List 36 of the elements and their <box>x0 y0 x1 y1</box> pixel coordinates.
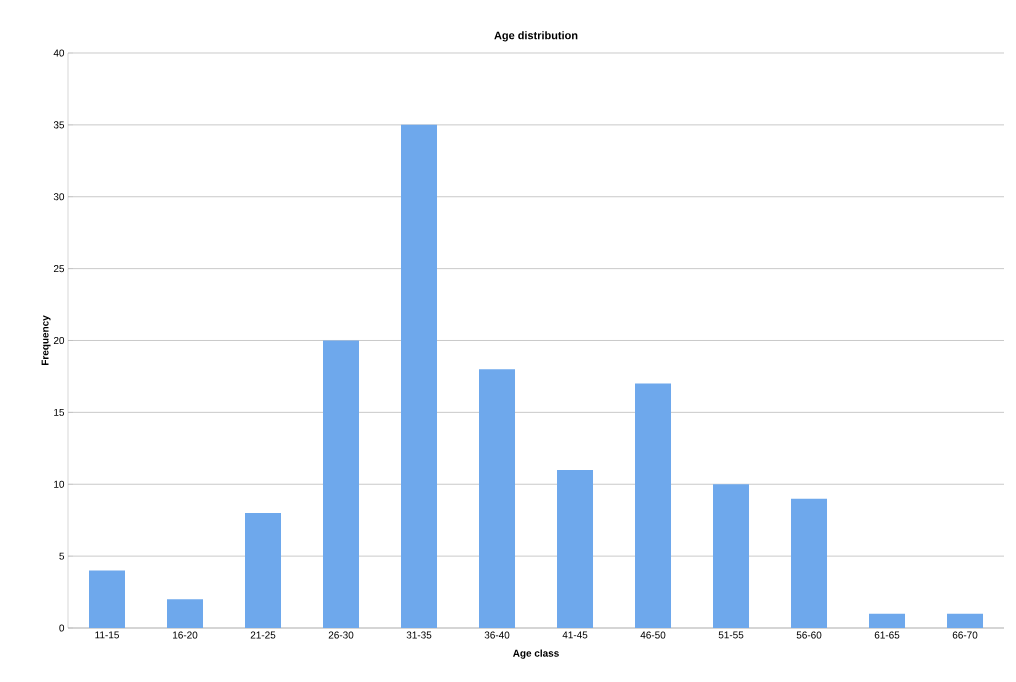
y-tick-label: 15 <box>54 408 65 416</box>
y-tick-label: 20 <box>53 336 65 345</box>
bar <box>245 513 281 628</box>
bar <box>479 369 516 628</box>
x-tick-label: 31-35 <box>406 631 432 639</box>
bar <box>323 340 359 628</box>
bar <box>869 613 906 628</box>
y-tick-label: 10 <box>54 480 65 488</box>
y-tick-label: 0 <box>59 624 65 632</box>
bar <box>791 498 828 628</box>
x-tick-label: 61-65 <box>874 631 900 639</box>
x-tick-label: 36-40 <box>484 631 510 639</box>
y-tick-label: 40 <box>53 49 65 57</box>
x-tick-label: 56-60 <box>796 631 822 639</box>
bar <box>635 383 672 628</box>
x-axis-title: Age class <box>513 649 559 659</box>
x-tick-label: 26-30 <box>328 631 354 639</box>
bar <box>557 469 594 628</box>
y-tick-label: 25 <box>53 265 65 273</box>
bar <box>167 599 203 628</box>
x-tick-label: 21-25 <box>250 631 276 639</box>
bar <box>89 570 125 628</box>
y-tick-label: 35 <box>53 121 65 129</box>
x-tick-label: 41-45 <box>562 631 588 639</box>
y-tick-label: 30 <box>53 193 65 201</box>
bar <box>947 613 984 628</box>
bar <box>401 124 437 628</box>
x-tick-label: 46-50 <box>640 631 666 639</box>
x-tick-label: 51-55 <box>718 631 744 639</box>
x-tick-label: 16-20 <box>173 631 198 639</box>
bar <box>713 484 750 628</box>
y-axis-title: Frequency <box>41 315 51 366</box>
x-tick-label: 11-15 <box>95 631 119 639</box>
y-tick-label: 5 <box>59 552 65 560</box>
x-tick-label: 66-70 <box>952 631 978 639</box>
chart-title: Age distribution <box>494 31 578 42</box>
